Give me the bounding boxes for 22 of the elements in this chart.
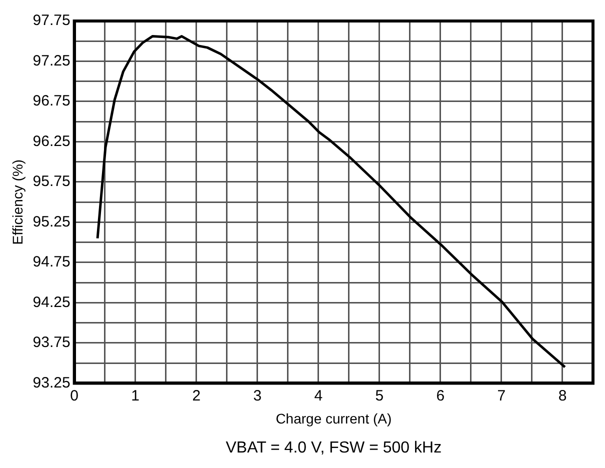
- y-tick-label: 94.75: [32, 254, 70, 271]
- y-tick-label: 97.75: [32, 12, 70, 30]
- x-tick-label: 1: [131, 387, 140, 404]
- y-tick-label: 96.25: [32, 132, 70, 150]
- x-axis-title: Charge current (A): [276, 410, 392, 426]
- y-tick-label: 95.75: [32, 173, 70, 190]
- y-tick-label: 93.25: [32, 374, 70, 392]
- x-tick-label: 0: [70, 387, 79, 404]
- y-axis-title: Efficiency (%): [9, 159, 26, 245]
- x-tick-label: 8: [558, 387, 567, 404]
- x-tick-label: 7: [497, 387, 506, 404]
- y-tick-label: 93.75: [32, 334, 70, 352]
- x-tick-label: 6: [436, 387, 445, 404]
- y-tick-label: 94.25: [32, 294, 70, 311]
- x-tick-label: 5: [375, 387, 384, 404]
- x-tick-label: 3: [253, 387, 262, 404]
- x-tick-label: 4: [314, 387, 323, 404]
- y-tick-label: 95.25: [32, 213, 70, 230]
- text: VBAT = 4.0 V, FSW = 500 kHz: [226, 439, 442, 456]
- y-tick-label: 97.25: [32, 52, 70, 70]
- y-tick-label: 96.75: [32, 92, 70, 110]
- x-tick-label: 2: [192, 387, 201, 404]
